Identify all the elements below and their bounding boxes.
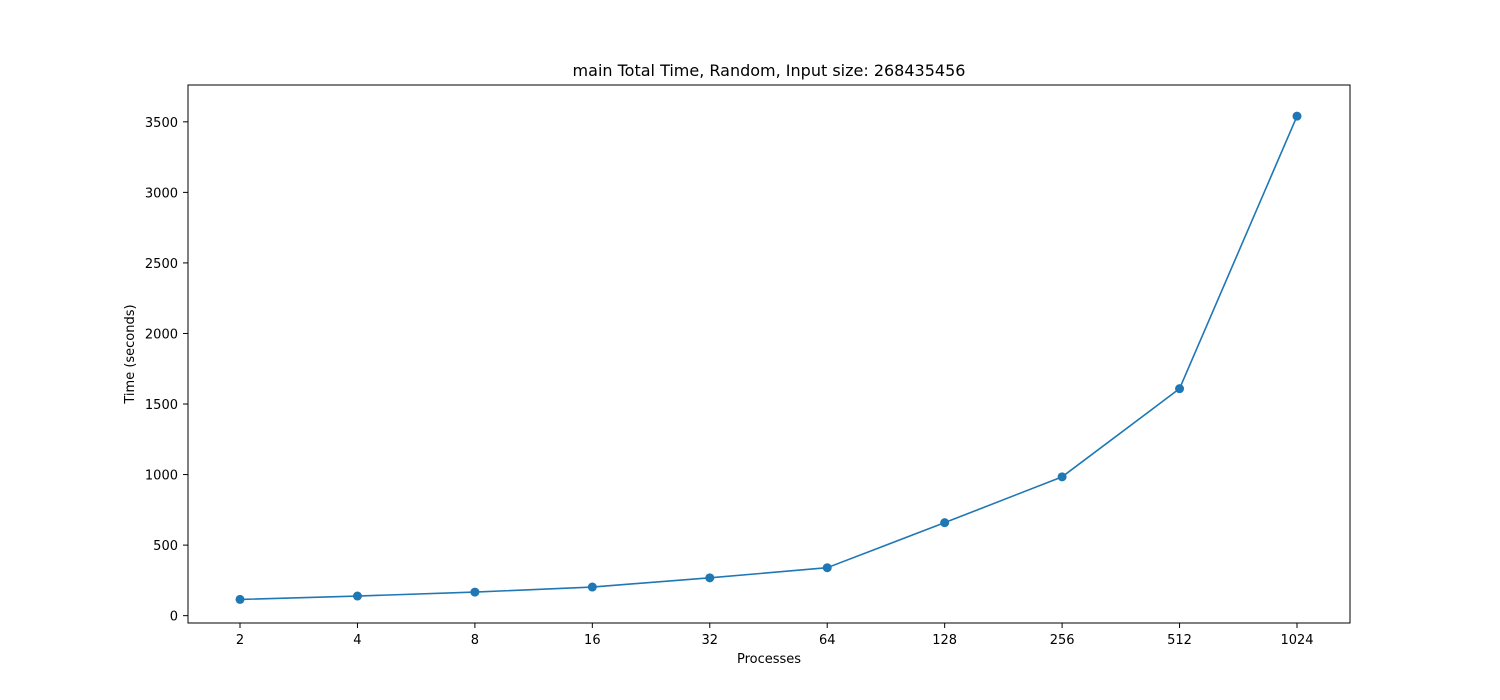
x-axis: 2 4 8 16 32 64 128 256 512 1024 [236,623,1314,648]
series-layer [235,111,1302,604]
data-point [822,563,832,573]
y-axis-label: Time (seconds) [123,304,138,404]
plot-area [187,84,1351,624]
y-tick-label: 0 [170,610,178,625]
x-tick-label: 8 [471,633,479,648]
data-point [940,518,950,528]
data-point [1057,472,1067,482]
x-axis-label: Processes [737,652,801,667]
y-tick-label: 3000 [145,186,178,201]
y-tick-label: 2500 [145,257,178,272]
data-point [705,573,715,583]
x-tick-label: 16 [584,633,601,648]
x-tick-label: 2 [236,633,244,648]
data-point [470,587,480,597]
x-tick-label: 512 [1167,633,1192,648]
y-tick-label: 1500 [145,398,178,413]
data-point [1292,111,1302,121]
y-axis: 0 500 1000 1500 2000 2500 3000 3500 [145,116,188,625]
x-tick-label: 32 [702,633,719,648]
y-tick-label: 3500 [145,116,178,131]
data-point [587,582,597,592]
x-tick-label: 1024 [1280,633,1313,648]
x-tick-label: 4 [353,633,361,648]
series-line [239,115,1298,601]
data-point [1175,384,1185,394]
data-point [235,594,245,604]
x-tick-label: 256 [1050,633,1075,648]
y-tick-label: 2000 [145,327,178,342]
chart-title: main Total Time, Random, Input size: 268… [573,61,966,80]
x-tick-label: 64 [819,633,836,648]
x-tick-label: 128 [932,633,957,648]
data-point [352,591,362,601]
y-tick-label: 500 [153,539,178,554]
y-tick-label: 1000 [145,469,178,484]
